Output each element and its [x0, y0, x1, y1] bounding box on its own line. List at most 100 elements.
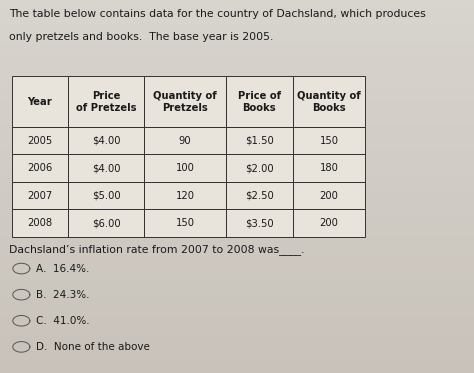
Bar [226, 182, 293, 209]
Text: C.  41.0%.: C. 41.0%. [36, 316, 89, 326]
Text: 150: 150 [319, 135, 338, 145]
Bar [293, 154, 365, 182]
Bar [0, 217, 474, 224]
Bar [68, 76, 144, 127]
Bar [0, 25, 474, 31]
Text: B.  24.3%.: B. 24.3%. [36, 290, 89, 300]
Bar [144, 182, 226, 209]
Bar [0, 68, 474, 75]
Bar [0, 87, 474, 93]
Bar [0, 62, 474, 68]
Text: 100: 100 [175, 163, 194, 173]
Bar [0, 180, 474, 186]
Bar [0, 311, 474, 317]
Bar [0, 19, 474, 25]
Bar [0, 336, 474, 342]
Bar [0, 230, 474, 236]
Bar [0, 261, 474, 267]
Bar [0, 137, 474, 143]
Text: $2.00: $2.00 [245, 163, 273, 173]
Text: 2006: 2006 [27, 163, 52, 173]
Bar [12, 76, 68, 127]
Bar [0, 280, 474, 286]
Text: $2.50: $2.50 [245, 191, 273, 201]
Bar [293, 209, 365, 237]
Bar [0, 317, 474, 323]
Bar [0, 305, 474, 311]
Bar [0, 93, 474, 100]
Bar [0, 81, 474, 87]
Text: Dachsland’s inflation rate from 2007 to 2008 was____.: Dachsland’s inflation rate from 2007 to … [9, 244, 305, 255]
Bar [12, 76, 365, 237]
Bar [226, 127, 293, 154]
Bar [0, 100, 474, 106]
Bar [0, 112, 474, 118]
Text: D.  None of the above: D. None of the above [36, 342, 149, 352]
Text: $1.50: $1.50 [245, 135, 273, 145]
Bar [226, 154, 293, 182]
Bar [68, 209, 144, 237]
Bar [12, 209, 68, 237]
Bar [0, 118, 474, 124]
Bar [0, 249, 474, 255]
Bar [0, 242, 474, 249]
Text: $4.00: $4.00 [91, 135, 120, 145]
Bar [0, 211, 474, 217]
Bar [0, 168, 474, 174]
Bar [0, 292, 474, 298]
Bar [0, 323, 474, 329]
Text: A.  16.4%.: A. 16.4%. [36, 264, 89, 273]
Text: 120: 120 [175, 191, 194, 201]
Bar [68, 154, 144, 182]
Bar [293, 76, 365, 127]
Bar [0, 361, 474, 367]
Text: $6.00: $6.00 [91, 218, 120, 228]
Bar [12, 154, 68, 182]
Bar [0, 199, 474, 205]
Bar [0, 44, 474, 50]
Bar [226, 76, 293, 127]
Text: Year: Year [27, 97, 52, 107]
Text: Price of
Books: Price of Books [237, 91, 281, 113]
Bar [0, 50, 474, 56]
Text: 150: 150 [175, 218, 194, 228]
Bar [0, 348, 474, 354]
Bar [144, 127, 226, 154]
Bar [0, 149, 474, 156]
Text: $4.00: $4.00 [91, 163, 120, 173]
Bar [0, 162, 474, 168]
Bar [0, 286, 474, 292]
Bar [293, 127, 365, 154]
Bar [0, 342, 474, 348]
Bar [0, 273, 474, 280]
Bar [0, 156, 474, 162]
Bar [144, 76, 226, 127]
Bar [0, 329, 474, 336]
Bar [0, 75, 474, 81]
Text: only pretzels and books.  The base year is 2005.: only pretzels and books. The base year i… [9, 32, 274, 42]
Bar [68, 127, 144, 154]
Text: 200: 200 [319, 191, 338, 201]
Bar [0, 186, 474, 193]
Text: 2007: 2007 [27, 191, 52, 201]
Bar [0, 174, 474, 180]
Bar [0, 6, 474, 12]
Bar [0, 31, 474, 37]
Bar [0, 124, 474, 131]
Bar [12, 127, 68, 154]
Bar [0, 205, 474, 211]
Bar [0, 236, 474, 242]
Bar [12, 182, 68, 209]
Bar [0, 143, 474, 149]
Bar [0, 267, 474, 273]
Text: 200: 200 [319, 218, 338, 228]
Bar [144, 154, 226, 182]
Bar [0, 131, 474, 137]
Bar [0, 0, 474, 6]
Bar [0, 37, 474, 44]
Bar [0, 367, 474, 373]
Bar [0, 56, 474, 62]
Text: 2008: 2008 [27, 218, 52, 228]
Text: 180: 180 [319, 163, 338, 173]
Bar [0, 298, 474, 305]
